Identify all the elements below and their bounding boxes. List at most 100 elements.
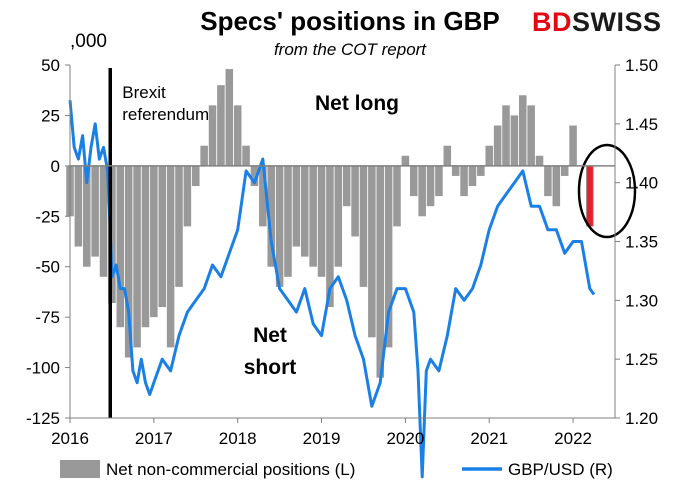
bar-49 xyxy=(477,165,485,176)
bar-58 xyxy=(552,165,561,207)
bar-1 xyxy=(74,165,83,247)
logo-suffix: SWISS xyxy=(572,7,662,37)
left-tick-label: -25 xyxy=(35,207,60,226)
bar-53 xyxy=(510,115,519,166)
bar-33 xyxy=(342,165,351,207)
bar-52 xyxy=(502,105,510,166)
left-tick-label: -125 xyxy=(26,409,60,428)
left-tick-label: -50 xyxy=(35,258,60,277)
bar-31 xyxy=(326,165,334,308)
left-tick-label: 25 xyxy=(41,106,60,125)
bar-26 xyxy=(284,165,292,277)
bar-20 xyxy=(233,105,242,166)
bar-23 xyxy=(259,165,267,227)
bar-36 xyxy=(368,165,376,338)
bar-59 xyxy=(560,165,569,176)
right-tick-label: 1.40 xyxy=(625,174,658,193)
right-tick-label: 1.25 xyxy=(625,350,658,369)
x-tick-label: 2019 xyxy=(303,429,341,448)
bar-44 xyxy=(435,165,443,197)
bar-8 xyxy=(133,165,141,348)
bar-9 xyxy=(141,165,150,328)
bar-3 xyxy=(91,165,99,257)
bar-34 xyxy=(351,165,359,237)
legend-bar-swatch xyxy=(60,460,100,478)
axes: 50 25 0 -25 -50 -75 -100 -125 1.50 1.45 1.40 1.35 1.… xyxy=(26,56,658,448)
bar-7 xyxy=(124,165,133,358)
bar-24 xyxy=(267,165,276,267)
line-series xyxy=(68,100,596,479)
right-tick-label: 1.35 xyxy=(625,233,658,252)
right-tick-label: 1.45 xyxy=(625,115,658,134)
bar-28 xyxy=(300,165,309,257)
bar-18 xyxy=(217,85,225,166)
bar-13 xyxy=(175,165,183,287)
bar-19 xyxy=(225,69,234,166)
bar-10 xyxy=(150,165,158,318)
legend-bar-label: Net non-commercial positions (L) xyxy=(106,460,355,479)
right-tick-label: 1.30 xyxy=(625,291,658,310)
x-tick-label: 2018 xyxy=(219,429,257,448)
logo-prefix: BD xyxy=(532,7,572,37)
left-tick-label: -75 xyxy=(35,308,60,327)
bar-47 xyxy=(460,165,468,197)
bar-12 xyxy=(166,165,175,348)
brexit-label-line2: referendum xyxy=(122,105,209,124)
highlight-bar xyxy=(586,165,593,227)
bar-30 xyxy=(317,165,326,277)
bar-4 xyxy=(99,165,108,277)
chart-title: Specs' positions in GBP xyxy=(200,6,500,36)
bar-50 xyxy=(485,145,494,166)
bar-43 xyxy=(426,165,435,207)
bar-15 xyxy=(191,165,200,187)
net-short-label-line2: short xyxy=(244,356,297,379)
right-tick-label: 1.50 xyxy=(625,56,658,75)
bar-56 xyxy=(535,155,544,166)
bar-57 xyxy=(544,165,552,197)
bar-45 xyxy=(443,145,452,166)
bar-51 xyxy=(493,125,502,166)
bar-21 xyxy=(242,145,250,166)
bar-17 xyxy=(208,105,217,166)
bar-2 xyxy=(82,165,91,267)
net-long-label: Net long xyxy=(315,92,399,115)
left-tick-label: 0 xyxy=(51,157,60,176)
bar-54 xyxy=(518,95,527,166)
bar-48 xyxy=(468,165,477,187)
bar-39 xyxy=(393,165,401,227)
bar-38 xyxy=(384,165,393,348)
bar-25 xyxy=(275,165,284,287)
x-tick-label: 2020 xyxy=(386,429,424,448)
bar-40 xyxy=(401,155,410,166)
bar-41 xyxy=(409,165,418,197)
bar-29 xyxy=(309,165,317,267)
bar-46 xyxy=(451,165,460,176)
bar-6 xyxy=(116,165,125,328)
bar-60 xyxy=(569,125,577,166)
bar-55 xyxy=(527,105,535,166)
bar-16 xyxy=(200,145,208,166)
bar-37 xyxy=(376,165,385,378)
brexit-label-line1: Brexit xyxy=(122,83,166,102)
annotations: Brexit referendum Net long Net short xyxy=(108,68,637,418)
legend: Net non-commercial positions (L) GBP/USD … xyxy=(60,460,613,479)
bar-35 xyxy=(359,165,368,287)
x-tick-label: 2016 xyxy=(51,429,89,448)
chart-subtitle: from the COT report xyxy=(273,40,427,59)
legend-line-label: GBP/USD (R) xyxy=(508,460,613,479)
x-tick-label: 2021 xyxy=(470,429,508,448)
gbpusd-line xyxy=(68,100,596,479)
net-short-label-line1: Net xyxy=(253,324,287,347)
bar-11 xyxy=(158,165,167,308)
left-tick-label: -100 xyxy=(26,359,60,378)
left-tick-label: 50 xyxy=(41,56,60,75)
brand-logo: BDSWISS xyxy=(532,7,662,38)
right-tick-label: 1.20 xyxy=(625,409,658,428)
bar-42 xyxy=(418,165,426,217)
bar-27 xyxy=(292,165,301,247)
highlight-ellipse xyxy=(577,143,637,239)
x-tick-label: 2017 xyxy=(135,429,173,448)
bar-14 xyxy=(183,165,192,227)
